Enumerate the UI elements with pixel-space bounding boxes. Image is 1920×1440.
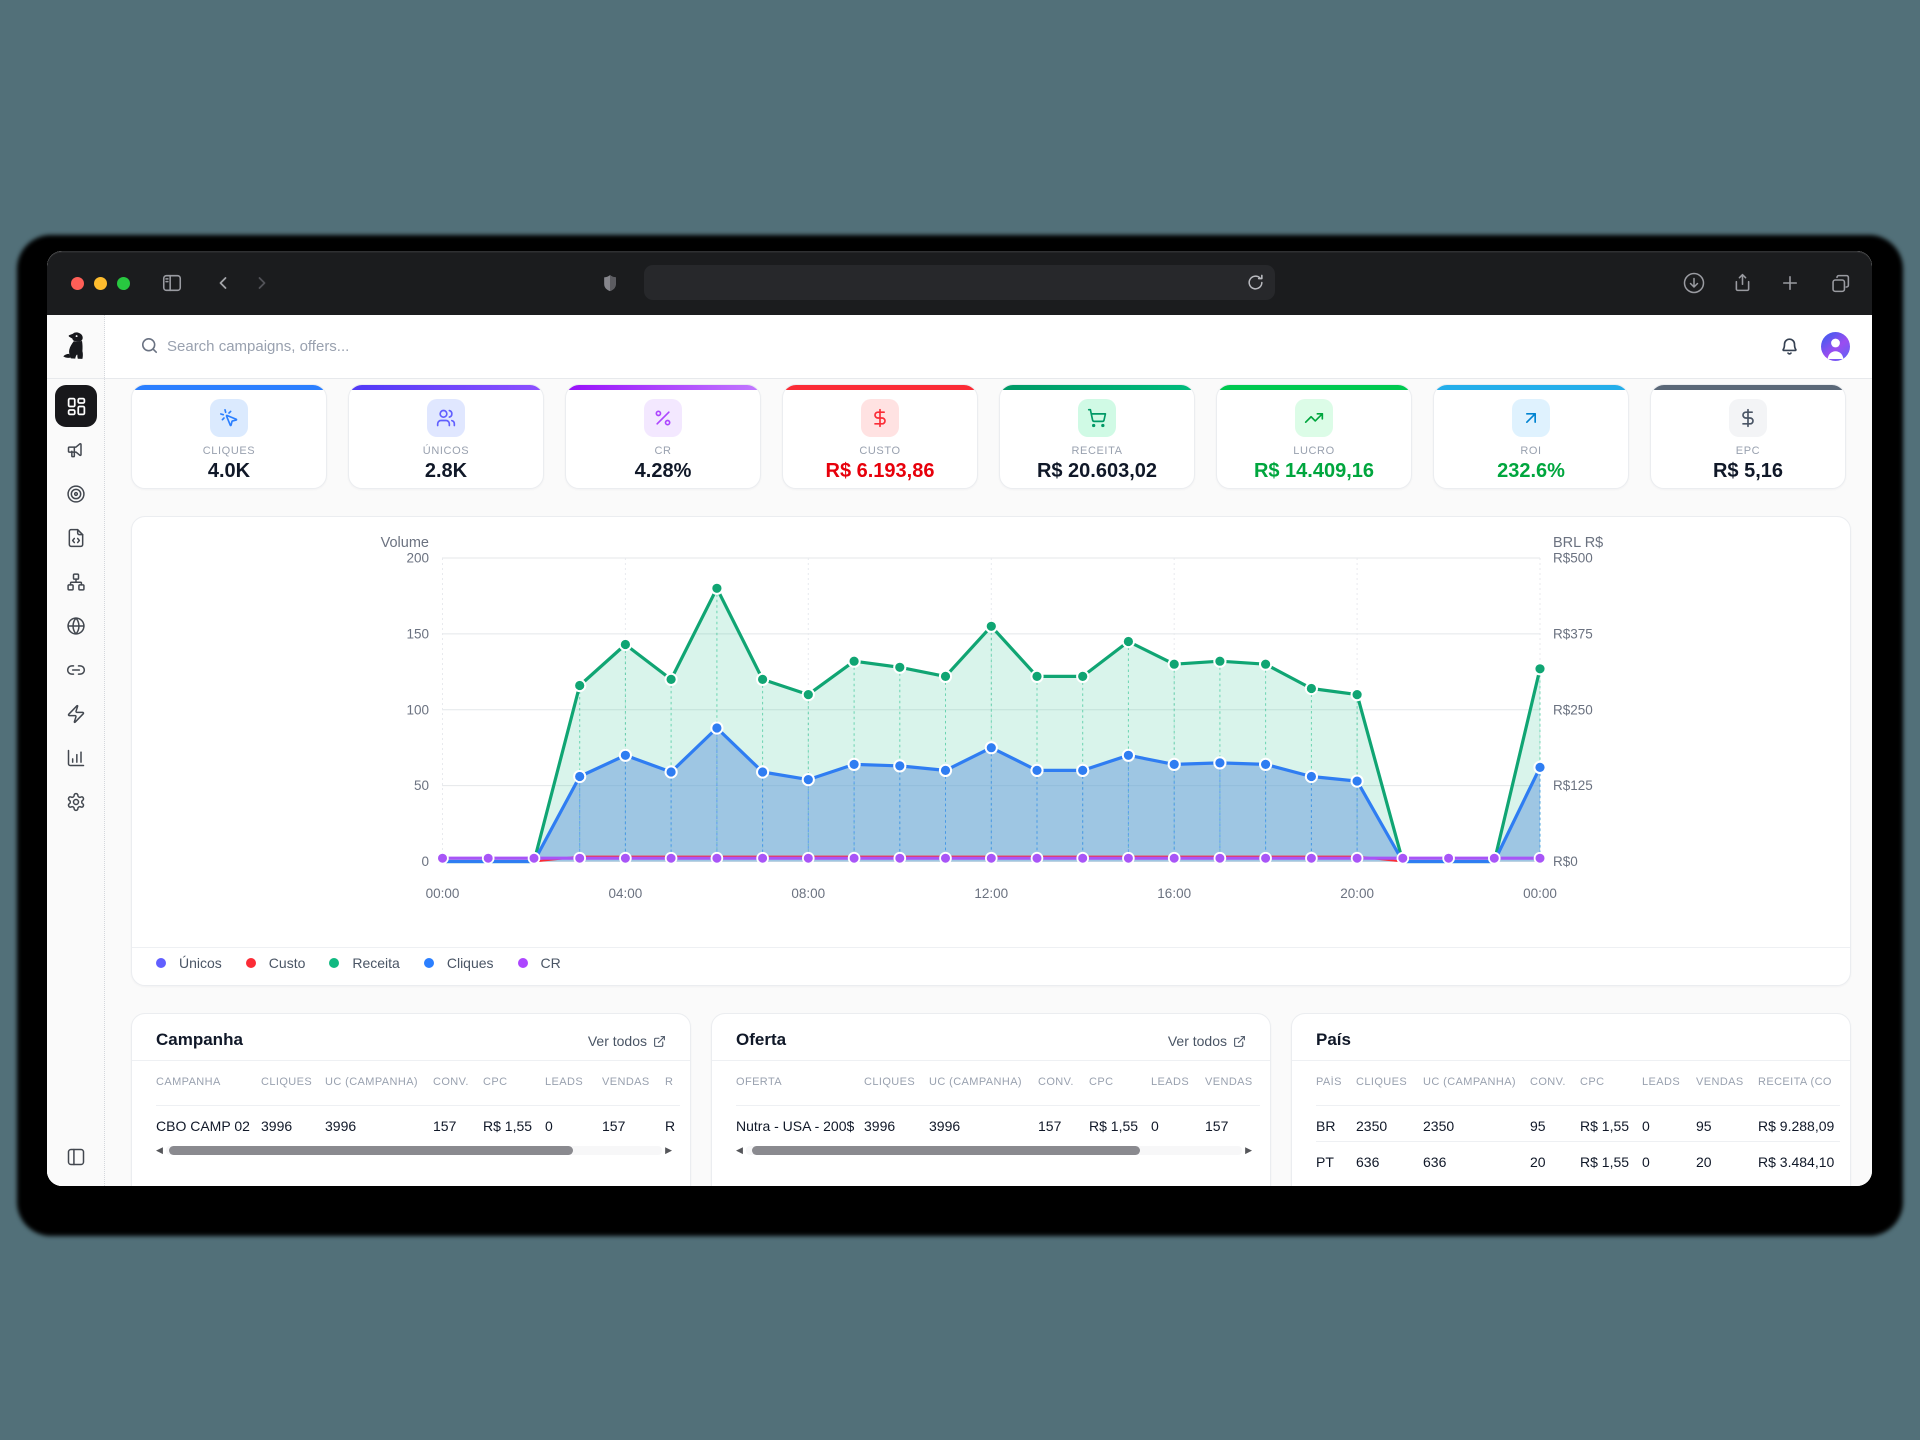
svg-text:150: 150: [406, 626, 429, 641]
svg-text:R$250: R$250: [1553, 702, 1593, 717]
svg-text:Volume: Volume: [381, 535, 429, 551]
svg-text:200: 200: [406, 551, 429, 566]
svg-text:04:00: 04:00: [609, 886, 643, 901]
svg-text:R$500: R$500: [1553, 551, 1593, 566]
svg-text:08:00: 08:00: [791, 886, 825, 901]
svg-text:R$375: R$375: [1553, 626, 1593, 641]
svg-text:R$0: R$0: [1553, 854, 1578, 869]
svg-text:R$125: R$125: [1553, 778, 1593, 793]
svg-text:50: 50: [414, 778, 429, 793]
svg-text:00:00: 00:00: [1523, 886, 1557, 901]
svg-text:00:00: 00:00: [426, 886, 460, 901]
svg-text:BRL R$: BRL R$: [1553, 535, 1603, 551]
svg-text:20:00: 20:00: [1340, 886, 1374, 901]
svg-text:12:00: 12:00: [974, 886, 1008, 901]
svg-text:100: 100: [406, 702, 429, 717]
svg-text:0: 0: [421, 854, 429, 869]
svg-text:16:00: 16:00: [1157, 886, 1191, 901]
